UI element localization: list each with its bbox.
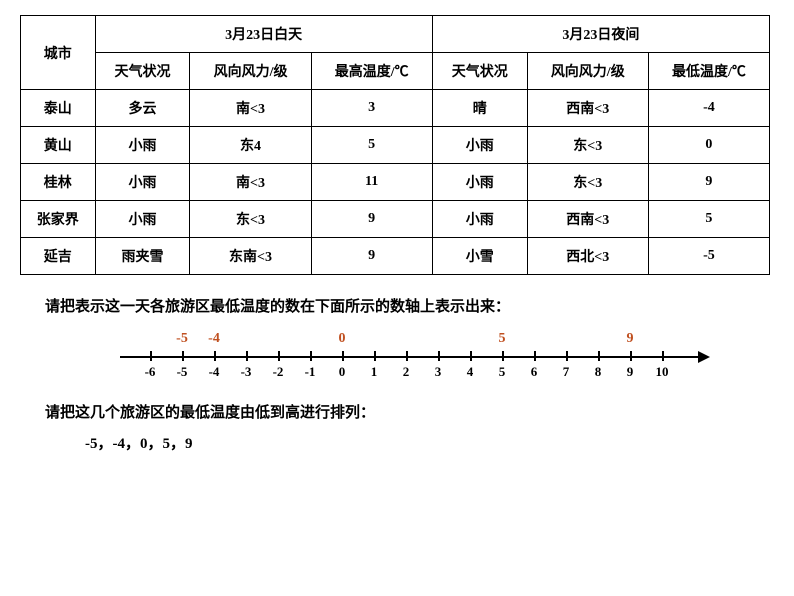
sorted-answer: -5，-4，0，5，9 bbox=[85, 432, 774, 453]
cell: 5 bbox=[648, 201, 769, 238]
tick bbox=[438, 351, 440, 361]
tick bbox=[374, 351, 376, 361]
tick bbox=[406, 351, 408, 361]
mark-label: 0 bbox=[339, 331, 346, 347]
cell: 5 bbox=[311, 127, 432, 164]
tick-label: 0 bbox=[339, 364, 346, 380]
city-cell: 桂林 bbox=[21, 164, 96, 201]
tick-label: -6 bbox=[145, 364, 156, 380]
tick bbox=[502, 351, 504, 361]
tick bbox=[150, 351, 152, 361]
cell: 小雨 bbox=[432, 127, 527, 164]
tick-label: 2 bbox=[403, 364, 410, 380]
cell: 0 bbox=[648, 127, 769, 164]
tick-label: 5 bbox=[499, 364, 506, 380]
prompt-2: 请把这几个旅游区的最低温度由低到高进行排列： bbox=[45, 401, 774, 422]
tick-label: -4 bbox=[209, 364, 220, 380]
cell: 9 bbox=[311, 201, 432, 238]
city-cell: 延吉 bbox=[21, 238, 96, 275]
tick-label: 10 bbox=[656, 364, 669, 380]
tick bbox=[662, 351, 664, 361]
cell: 小雨 bbox=[95, 201, 190, 238]
sub-header: 风向风力/级 bbox=[190, 53, 311, 90]
cell: 3 bbox=[311, 90, 432, 127]
cell: 9 bbox=[311, 238, 432, 275]
cell: 南<3 bbox=[190, 164, 311, 201]
tick-label: 4 bbox=[467, 364, 474, 380]
number-line: -6 -5 -4 -3 -2 -1 0 1 2 3 4 5 6 7 8 9 10 -5 -4 0 5 9 bbox=[120, 326, 720, 386]
cell: 西北<3 bbox=[527, 238, 648, 275]
tick-label: -5 bbox=[177, 364, 188, 380]
prompt-1: 请把表示这一天各旅游区最低温度的数在下面所示的数轴上表示出来： bbox=[45, 295, 774, 316]
tick bbox=[630, 351, 632, 361]
city-cell: 泰山 bbox=[21, 90, 96, 127]
tick-label: 8 bbox=[595, 364, 602, 380]
weather-table: 城市 3月23日白天 3月23日夜间 天气状况 风向风力/级 最高温度/℃ 天气… bbox=[20, 15, 770, 275]
cell: 小雪 bbox=[432, 238, 527, 275]
tick bbox=[182, 351, 184, 361]
axis-arrow bbox=[698, 351, 710, 363]
tick bbox=[566, 351, 568, 361]
cell: -5 bbox=[648, 238, 769, 275]
tick-label: 7 bbox=[563, 364, 570, 380]
cell: 小雨 bbox=[95, 127, 190, 164]
tick bbox=[598, 351, 600, 361]
tick-label: -1 bbox=[305, 364, 316, 380]
table-row: 张家界 小雨 东<3 9 小雨 西南<3 5 bbox=[21, 201, 770, 238]
mark-label: 9 bbox=[627, 331, 634, 347]
cell: 雨夹雪 bbox=[95, 238, 190, 275]
tick bbox=[470, 351, 472, 361]
cell: 晴 bbox=[432, 90, 527, 127]
table-row: 延吉 雨夹雪 东南<3 9 小雪 西北<3 -5 bbox=[21, 238, 770, 275]
mark-label: -4 bbox=[208, 331, 220, 347]
tick-label: -3 bbox=[241, 364, 252, 380]
tick bbox=[214, 351, 216, 361]
axis-line bbox=[120, 356, 700, 358]
table-row: 泰山 多云 南<3 3 晴 西南<3 -4 bbox=[21, 90, 770, 127]
tick-label: 3 bbox=[435, 364, 442, 380]
mark-label: 5 bbox=[499, 331, 506, 347]
sub-header: 天气状况 bbox=[95, 53, 190, 90]
cell: 小雨 bbox=[432, 201, 527, 238]
cell: 小雨 bbox=[432, 164, 527, 201]
tick-label: 9 bbox=[627, 364, 634, 380]
sub-header: 最低温度/℃ bbox=[648, 53, 769, 90]
city-cell: 黄山 bbox=[21, 127, 96, 164]
col-night: 3月23日夜间 bbox=[432, 16, 769, 53]
cell: 东南<3 bbox=[190, 238, 311, 275]
sub-header: 最高温度/℃ bbox=[311, 53, 432, 90]
tick bbox=[342, 351, 344, 361]
cell: 11 bbox=[311, 164, 432, 201]
cell: 多云 bbox=[95, 90, 190, 127]
col-day: 3月23日白天 bbox=[95, 16, 432, 53]
table-row: 桂林 小雨 南<3 11 小雨 东<3 9 bbox=[21, 164, 770, 201]
cell: 西南<3 bbox=[527, 201, 648, 238]
tick bbox=[310, 351, 312, 361]
cell: 东4 bbox=[190, 127, 311, 164]
cell: 9 bbox=[648, 164, 769, 201]
sub-header: 风向风力/级 bbox=[527, 53, 648, 90]
cell: 东<3 bbox=[527, 164, 648, 201]
tick-label: -2 bbox=[273, 364, 284, 380]
sub-header: 天气状况 bbox=[432, 53, 527, 90]
tick-label: 1 bbox=[371, 364, 378, 380]
tick bbox=[246, 351, 248, 361]
tick bbox=[534, 351, 536, 361]
cell: 西南<3 bbox=[527, 90, 648, 127]
cell: 小雨 bbox=[95, 164, 190, 201]
cell: 东<3 bbox=[190, 201, 311, 238]
cell: -4 bbox=[648, 90, 769, 127]
cell: 东<3 bbox=[527, 127, 648, 164]
tick-label: 6 bbox=[531, 364, 538, 380]
city-cell: 张家界 bbox=[21, 201, 96, 238]
cell: 南<3 bbox=[190, 90, 311, 127]
mark-label: -5 bbox=[176, 331, 188, 347]
table-row: 黄山 小雨 东4 5 小雨 东<3 0 bbox=[21, 127, 770, 164]
tick bbox=[278, 351, 280, 361]
col-city: 城市 bbox=[21, 16, 96, 90]
